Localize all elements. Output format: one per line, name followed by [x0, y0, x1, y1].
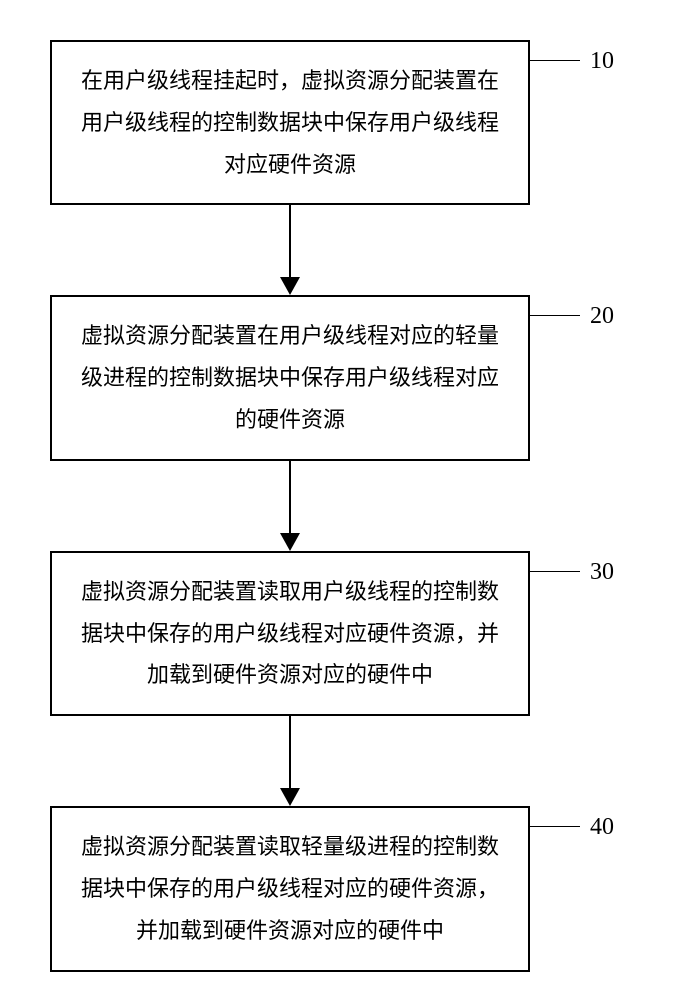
step-box-30: 虚拟资源分配装置读取用户级线程的控制数据块中保存的用户级线程对应硬件资源，并加载…	[50, 551, 530, 716]
arrow-20-30	[50, 461, 530, 551]
step-row-40: 虚拟资源分配装置读取轻量级进程的控制数据块中保存的用户级线程对应的硬件资源，并加…	[50, 806, 610, 971]
step-row-10: 在用户级线程挂起时，虚拟资源分配装置在用户级线程的控制数据块中保存用户级线程对应…	[50, 40, 610, 205]
step-box-20: 虚拟资源分配装置在用户级线程对应的轻量级进程的控制数据块中保存用户级线程对应的硬…	[50, 295, 530, 460]
step-box-40: 虚拟资源分配装置读取轻量级进程的控制数据块中保存的用户级线程对应的硬件资源，并加…	[50, 806, 530, 971]
label-connector	[530, 315, 580, 316]
flowchart-container: 在用户级线程挂起时，虚拟资源分配装置在用户级线程的控制数据块中保存用户级线程对应…	[50, 40, 610, 972]
label-connector	[530, 826, 580, 827]
label-connector	[530, 571, 580, 572]
step-text: 虚拟资源分配装置在用户级线程对应的轻量级进程的控制数据块中保存用户级线程对应的硬…	[81, 323, 499, 432]
step-row-20: 虚拟资源分配装置在用户级线程对应的轻量级进程的控制数据块中保存用户级线程对应的硬…	[50, 295, 610, 460]
step-text: 虚拟资源分配装置读取用户级线程的控制数据块中保存的用户级线程对应硬件资源，并加载…	[81, 579, 499, 688]
step-label-10: 10	[590, 48, 614, 75]
step-text: 虚拟资源分配装置读取轻量级进程的控制数据块中保存的用户级线程对应的硬件资源，并加…	[81, 834, 499, 943]
step-label-20: 20	[590, 303, 614, 330]
step-label-40: 40	[590, 814, 614, 841]
step-row-30: 虚拟资源分配装置读取用户级线程的控制数据块中保存的用户级线程对应硬件资源，并加载…	[50, 551, 610, 716]
step-box-10: 在用户级线程挂起时，虚拟资源分配装置在用户级线程的控制数据块中保存用户级线程对应…	[50, 40, 530, 205]
step-label-30: 30	[590, 559, 614, 586]
arrow-30-40	[50, 716, 530, 806]
step-text: 在用户级线程挂起时，虚拟资源分配装置在用户级线程的控制数据块中保存用户级线程对应…	[81, 68, 499, 177]
arrow-10-20	[50, 205, 530, 295]
label-connector	[530, 60, 580, 61]
